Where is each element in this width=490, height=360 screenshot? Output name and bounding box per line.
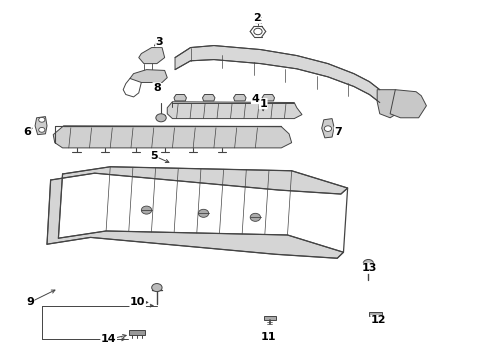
- Circle shape: [156, 114, 166, 122]
- Circle shape: [254, 28, 262, 35]
- Text: 14: 14: [101, 334, 117, 345]
- Text: 1: 1: [259, 99, 267, 109]
- Text: 8: 8: [153, 83, 161, 93]
- Polygon shape: [322, 118, 334, 138]
- Circle shape: [39, 117, 45, 122]
- Polygon shape: [130, 69, 167, 82]
- Text: 2: 2: [253, 13, 261, 23]
- Circle shape: [141, 206, 152, 214]
- Circle shape: [198, 209, 209, 217]
- Text: 6: 6: [24, 127, 31, 137]
- Text: 7: 7: [334, 127, 342, 137]
- Polygon shape: [202, 95, 215, 101]
- Polygon shape: [47, 167, 347, 258]
- Polygon shape: [175, 45, 380, 103]
- Text: 10: 10: [130, 297, 146, 307]
- Polygon shape: [35, 117, 47, 135]
- Polygon shape: [369, 312, 382, 316]
- Text: 4: 4: [251, 94, 259, 104]
- Text: 3: 3: [156, 36, 163, 46]
- Circle shape: [363, 260, 373, 267]
- Polygon shape: [139, 48, 165, 64]
- Polygon shape: [262, 95, 274, 101]
- Circle shape: [324, 126, 332, 131]
- Polygon shape: [264, 316, 276, 320]
- Circle shape: [152, 284, 162, 292]
- Text: 12: 12: [371, 315, 387, 325]
- Text: 13: 13: [362, 263, 377, 273]
- Polygon shape: [53, 126, 292, 148]
- Polygon shape: [390, 90, 426, 118]
- Text: 9: 9: [26, 297, 34, 307]
- Circle shape: [39, 127, 45, 132]
- Circle shape: [250, 213, 261, 221]
- Text: 11: 11: [261, 332, 276, 342]
- Polygon shape: [174, 95, 186, 101]
- Polygon shape: [377, 90, 406, 118]
- Text: 5: 5: [150, 151, 158, 161]
- Polygon shape: [129, 330, 146, 334]
- Polygon shape: [167, 102, 302, 118]
- Polygon shape: [234, 95, 246, 101]
